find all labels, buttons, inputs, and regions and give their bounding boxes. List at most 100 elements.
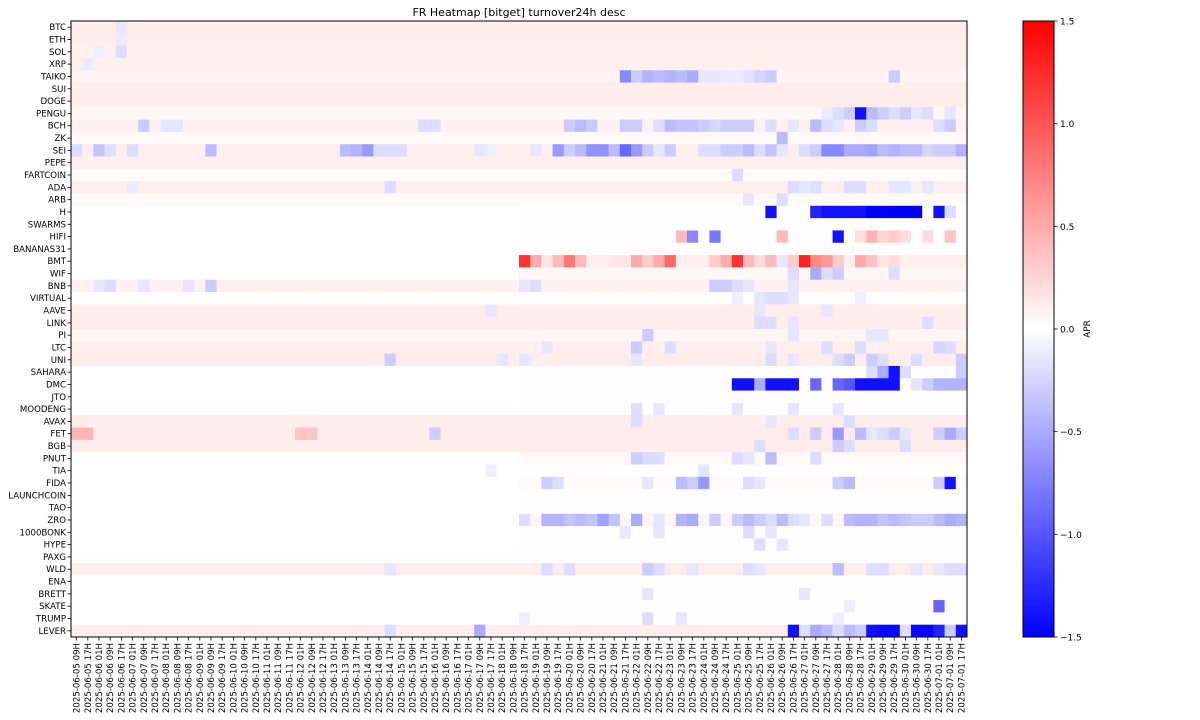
heatmap-cell [373, 513, 385, 527]
heatmap-cell [463, 94, 475, 108]
heatmap-cell [104, 427, 117, 441]
heatmap-cell [586, 119, 598, 133]
heatmap-cell [810, 304, 822, 318]
heatmap-cell [239, 242, 251, 256]
heatmap-cell [496, 538, 509, 552]
heatmap-cell [619, 464, 632, 478]
heatmap-cell [899, 156, 912, 170]
heatmap-cell [933, 378, 945, 391]
heatmap-cell [104, 439, 117, 453]
heatmap-cell [597, 464, 609, 478]
heatmap-cell [138, 45, 150, 59]
heatmap-cell [71, 70, 83, 83]
heatmap-cell [194, 550, 206, 564]
heatmap-cell [720, 316, 733, 330]
heatmap-cell [642, 365, 654, 379]
heatmap-cell [530, 70, 542, 83]
heatmap-cell [855, 329, 867, 342]
heatmap-cell [933, 402, 945, 416]
heatmap-cell [821, 365, 833, 379]
heatmap-cell [832, 119, 845, 133]
heatmap-cell [843, 464, 856, 478]
heatmap-cell [922, 218, 934, 231]
heatmap-cell [261, 292, 273, 305]
heatmap-cell [586, 267, 598, 281]
heatmap-cell [138, 390, 150, 404]
heatmap-cell [575, 82, 587, 96]
heatmap-cell [295, 21, 307, 34]
heatmap-cell [563, 526, 576, 539]
heatmap-cell [810, 292, 822, 305]
heatmap-cell [418, 513, 430, 527]
heatmap-cell [351, 21, 363, 34]
heatmap-cell [138, 131, 150, 145]
heatmap-cell [451, 193, 464, 207]
heatmap-cell [171, 181, 184, 194]
heatmap-cell [743, 390, 755, 404]
heatmap-cell [888, 255, 901, 268]
heatmap-cell [922, 353, 934, 367]
heatmap-cell [339, 33, 352, 46]
heatmap-cell [71, 550, 83, 564]
heatmap-cell [519, 415, 531, 428]
heatmap-cell [407, 464, 419, 478]
heatmap-cell [563, 550, 576, 564]
heatmap-cell [855, 501, 867, 515]
heatmap-cell [709, 563, 721, 576]
heatmap-cell [485, 427, 497, 441]
heatmap-cell [306, 341, 318, 354]
heatmap-cell [138, 230, 150, 244]
heatmap-cell [261, 230, 273, 244]
heatmap-cell [687, 501, 699, 515]
heatmap-cell [754, 107, 766, 120]
heatmap-cell [362, 489, 374, 502]
x-tick-label: 2025-06-24 17H [722, 643, 732, 713]
heatmap-cell [832, 156, 845, 170]
heatmap-cell [776, 452, 789, 465]
heatmap-cell [194, 464, 206, 478]
heatmap-cell [642, 563, 654, 576]
heatmap-cell [205, 390, 217, 404]
heatmap-cell [563, 439, 576, 453]
heatmap-cell [115, 378, 128, 391]
heatmap-cell [933, 489, 945, 502]
heatmap-cell [821, 181, 833, 194]
heatmap-cell [899, 292, 912, 305]
heatmap-cell [709, 489, 721, 502]
heatmap-cell [799, 415, 811, 428]
heatmap-cell [821, 94, 833, 108]
heatmap-cell [731, 476, 744, 490]
heatmap-cell [675, 476, 688, 490]
heatmap-cell [351, 181, 363, 194]
x-tick-label: 2025-06-23 09H [677, 643, 687, 713]
heatmap-cell [619, 513, 632, 527]
heatmap-cell [71, 452, 83, 465]
heatmap-cell [597, 218, 609, 231]
heatmap-cell [115, 181, 128, 194]
heatmap-cell [642, 242, 654, 256]
heatmap-cell [328, 575, 341, 589]
heatmap-cell [463, 119, 475, 133]
heatmap-cell [261, 316, 273, 330]
heatmap-cell [698, 82, 710, 96]
heatmap-cell [776, 242, 789, 256]
heatmap-cell [239, 353, 251, 367]
heatmap-cell [855, 107, 867, 120]
heatmap-cell [317, 526, 329, 539]
heatmap-cell [933, 144, 945, 157]
heatmap-cell [429, 156, 441, 170]
heatmap-cell [82, 304, 94, 318]
heatmap-cell [272, 82, 285, 96]
x-tick-label: 2025-06-29 09H [879, 643, 889, 713]
heatmap-cell [395, 267, 408, 281]
heatmap-cell [306, 489, 318, 502]
heatmap-cell [183, 612, 195, 626]
heatmap-cell [899, 131, 912, 145]
y-tick-label: LEVER [39, 627, 67, 637]
heatmap-cell [810, 329, 822, 342]
heatmap-cell [754, 378, 766, 391]
heatmap-cell [395, 316, 408, 330]
heatmap-cell [810, 575, 822, 589]
heatmap-cell [888, 452, 901, 465]
heatmap-cell [776, 501, 789, 515]
